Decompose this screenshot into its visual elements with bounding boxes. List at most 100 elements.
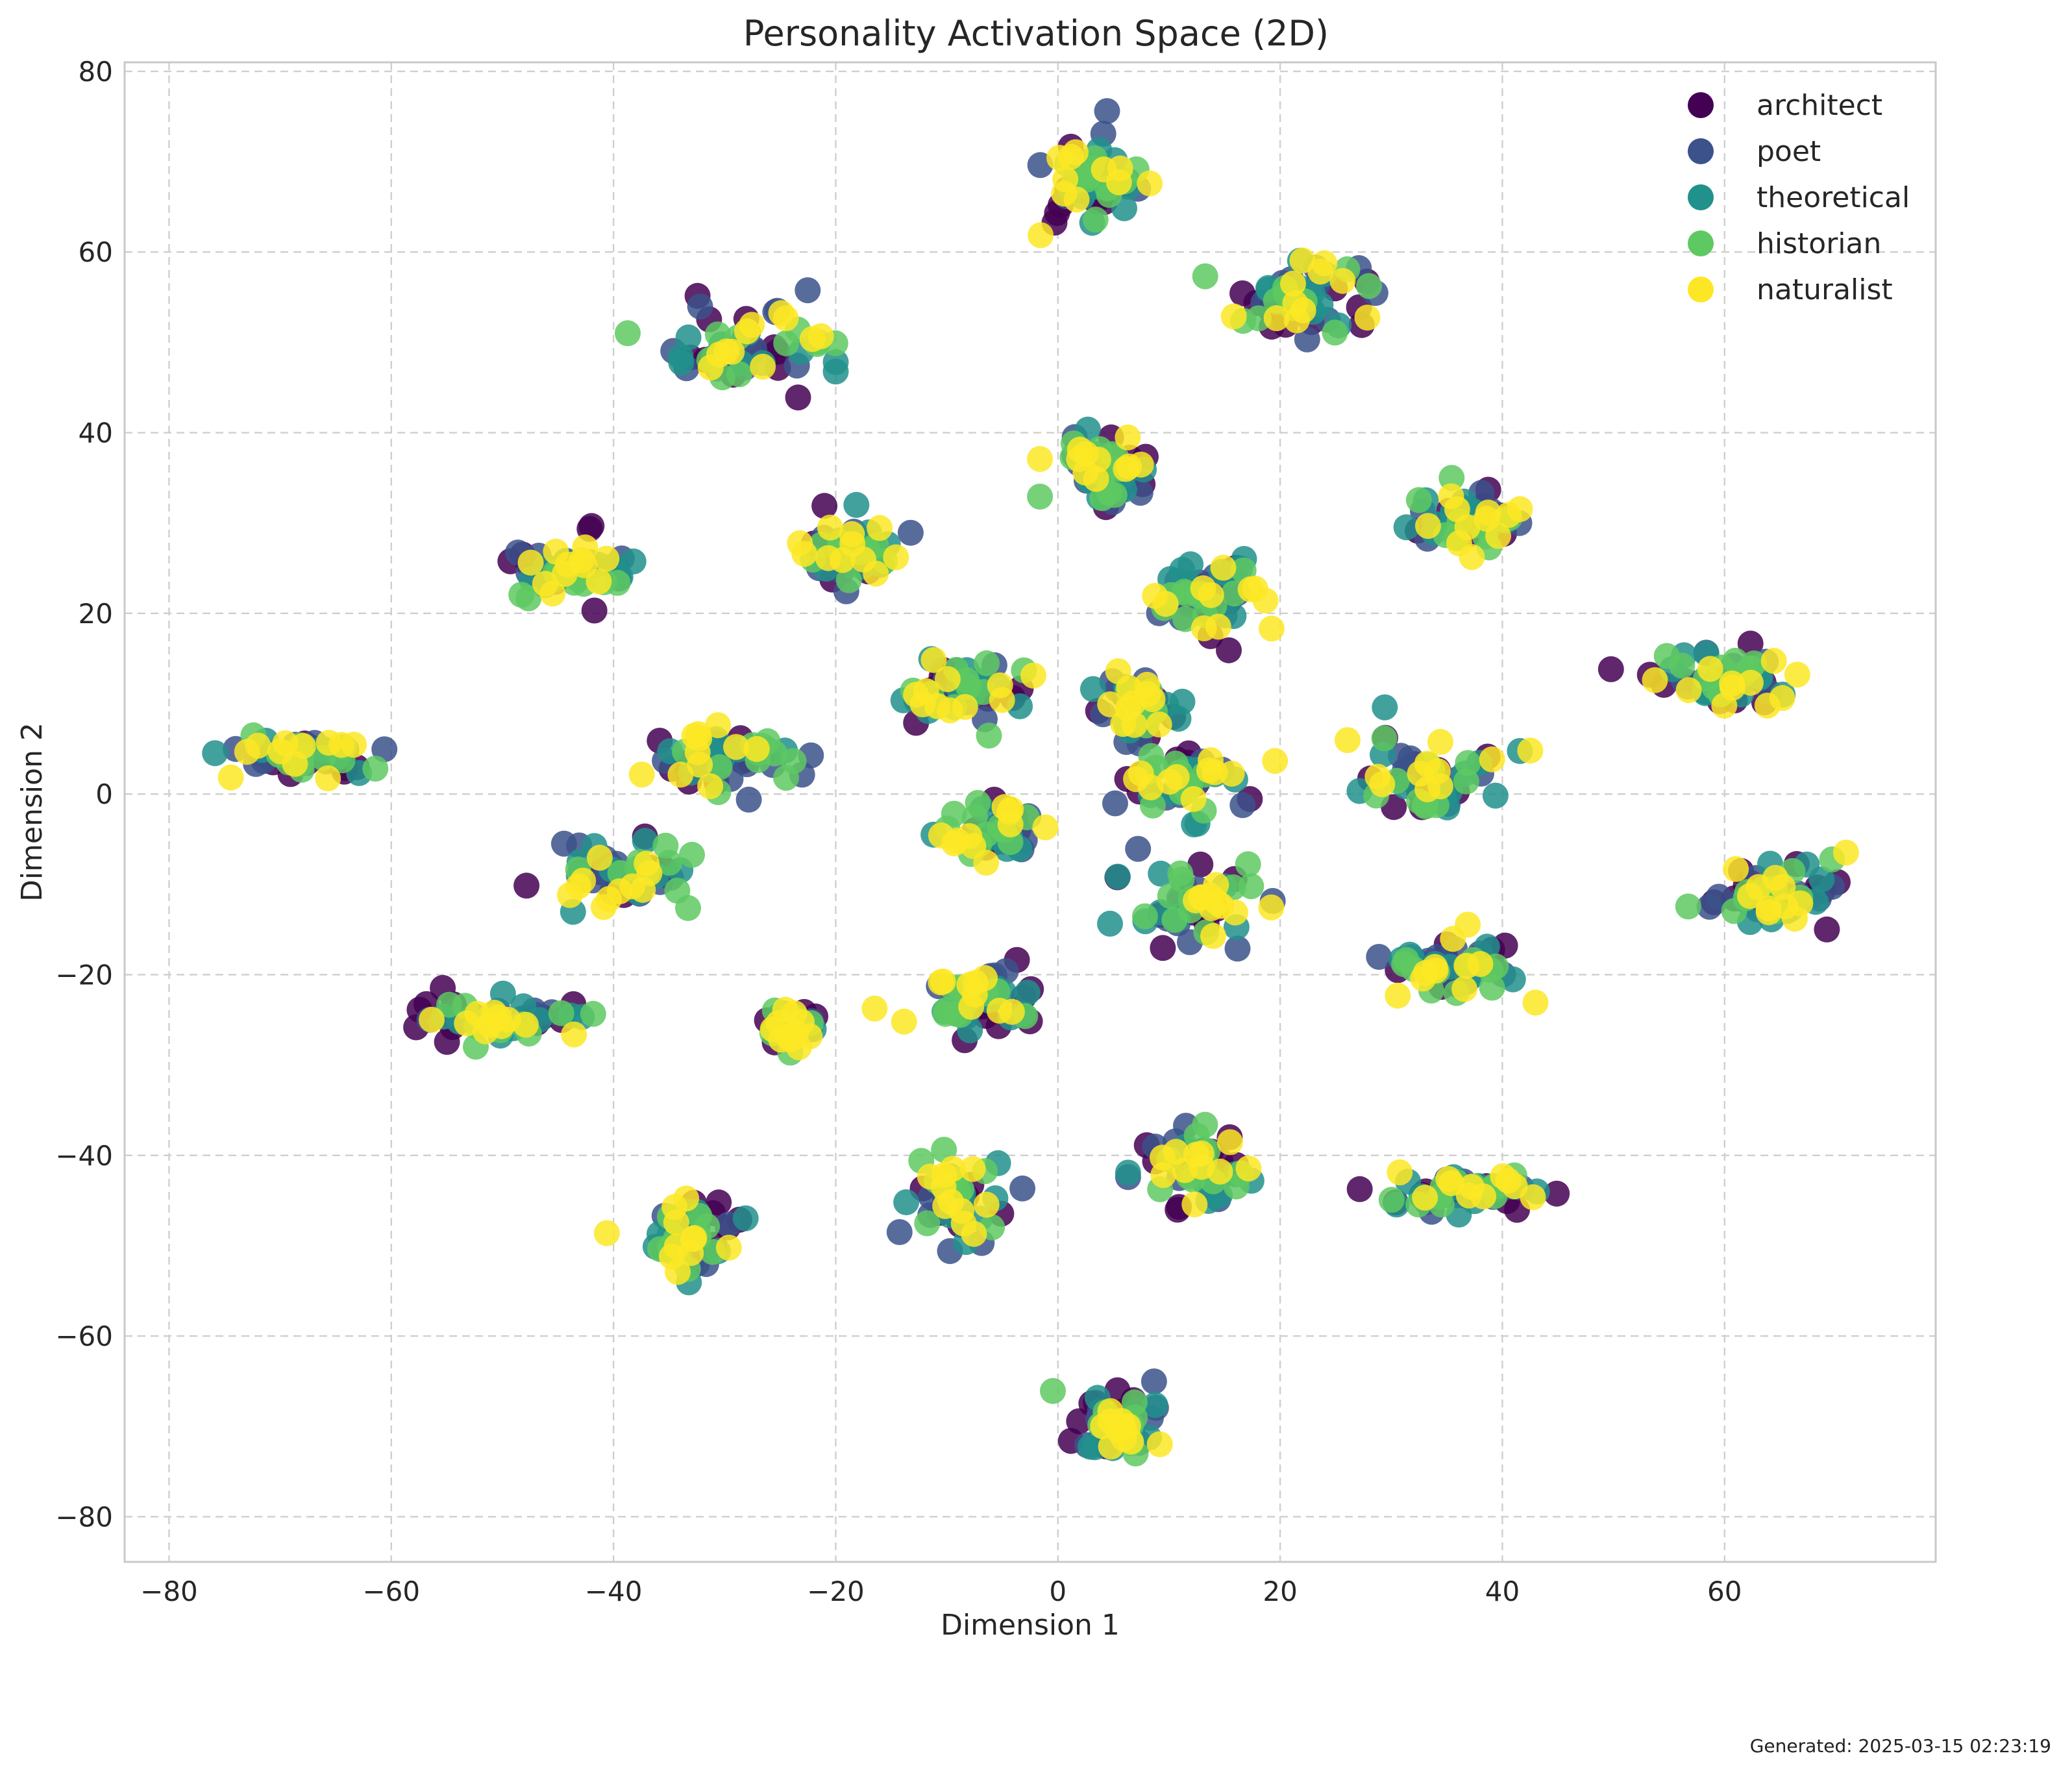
scatter-point [1210,554,1237,581]
scatter-point [1027,446,1053,472]
legend-marker-architect [1688,92,1714,118]
scatter-point [1290,297,1316,324]
scatter-point [267,738,294,765]
scatter-point [362,756,389,782]
scatter-point [1229,792,1256,819]
scatter-point [687,293,713,320]
scatter-point [1675,677,1702,704]
scatter-point [315,765,341,791]
scatter-point [1675,893,1701,920]
scatter-point [419,1006,445,1033]
scatter-point [976,723,1002,749]
legend-marker-poet [1688,138,1714,164]
legend-marker-naturalist [1688,277,1714,303]
scatter-point [593,545,620,572]
scatter-point [1405,487,1432,513]
scatter-point [861,995,888,1022]
scatter-point [817,514,843,541]
scatter-point [1455,750,1481,776]
scatter-point [1134,671,1161,698]
scatter-point [532,571,558,597]
scatter-point [1148,860,1174,887]
scatter-point [1202,759,1228,785]
scatter-point [739,312,765,338]
scatter-point [1113,456,1139,482]
scatter-point [679,841,705,868]
scatter-point [1329,267,1356,294]
scatter-point [1391,951,1418,978]
scatter-point [1755,895,1782,922]
scatter-point [1258,894,1285,921]
series-poet [223,98,1845,1459]
scatter-point [1105,658,1131,684]
scatter-point [1832,839,1859,866]
scatter-point [1294,326,1320,352]
scatter-point [668,349,695,376]
scatter-point [1435,1166,1462,1193]
scatter-point [1014,980,1041,1006]
scatter-point [1120,690,1146,717]
scatter-point [508,582,535,608]
scatter-point [1784,661,1810,688]
scatter-point [1216,637,1242,663]
scatter-point [1482,782,1509,809]
scatter-point [1280,271,1306,297]
scatter-point [632,828,658,854]
scatter-point [371,736,398,763]
scatter-point [1262,748,1289,774]
scatter-point [580,1000,606,1027]
scatter-point [996,798,1022,825]
scatter-point [1142,1392,1168,1418]
scatter-point [1063,186,1090,213]
scatter-point [959,1156,986,1182]
scatter-point [1459,544,1485,571]
scatter-point [1105,863,1131,890]
scatter-point [1115,1159,1141,1186]
scatter-point [987,672,1013,698]
scatter-point [1642,667,1668,693]
scatter-point [1115,424,1141,451]
scatter-point [615,320,641,347]
data-points [202,98,1859,1466]
generated-timestamp: Generated: 2025-03-15 02:23:19 [1749,1735,2051,1757]
series-historian [240,145,1845,1466]
scatter-point [1814,916,1840,943]
scatter-point [1451,976,1478,1002]
scatter-point [1146,1431,1173,1457]
legend-marker-historian [1688,230,1714,256]
scatter-point [1517,737,1544,764]
x-tick-label: −80 [140,1576,198,1607]
scatter-point [1453,952,1480,979]
scatter-point [697,773,724,800]
scatter-point [1101,482,1128,508]
scatter-point [1183,1141,1209,1168]
scatter-point [795,277,821,304]
scatter-point [1027,484,1054,510]
scatter-point [1200,922,1226,949]
scatter-point [893,1189,920,1215]
scatter-point [843,491,870,518]
scatter-point [1414,750,1440,777]
scatter-point [706,341,732,368]
y-tick-label: 20 [79,598,113,630]
y-axis-ticks: −80 −60 −40 −20 0 20 40 60 80 [55,56,113,1533]
scatter-point [604,569,631,596]
scatter-point [768,300,795,327]
scatter-point [839,521,865,547]
scatter-point [1167,860,1194,887]
scatter-point [776,1024,802,1050]
y-tick-label: −20 [55,959,113,991]
scatter-point [1097,910,1123,937]
scatter-point [715,1235,742,1261]
scatter-point [1808,866,1835,893]
scatter-point [723,734,749,760]
x-tick-label: 0 [1049,1576,1067,1607]
scatter-point [1188,885,1215,911]
scatter-point [561,1021,587,1048]
scatter-point [1438,465,1465,491]
scatter-point [835,567,862,593]
scatter-point [1207,1158,1233,1185]
scatter-point [1722,647,1749,674]
y-tick-label: 40 [79,417,113,449]
